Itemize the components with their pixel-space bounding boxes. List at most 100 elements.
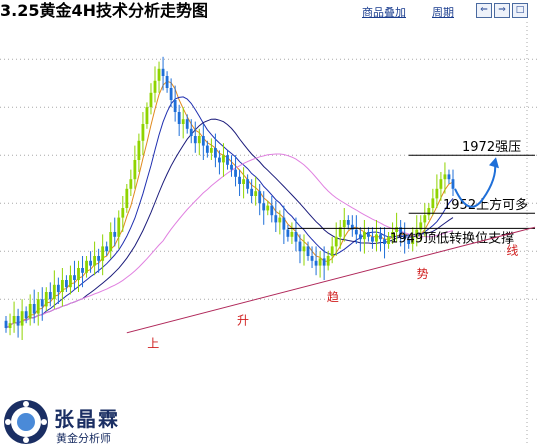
candle-body [36, 299, 40, 314]
candle-body [48, 292, 52, 300]
candle-body [81, 268, 84, 273]
trendline-label-char: 上 [147, 337, 159, 351]
candle-body [24, 311, 28, 319]
chart-grid [0, 22, 539, 446]
candle-body [169, 88, 173, 100]
candle-body [4, 320, 8, 328]
arrow-right-icon[interactable]: ⇒ [494, 3, 510, 18]
candle-body [415, 229, 419, 237]
brand-subtitle: 黄金分析师 [56, 432, 111, 445]
candle-body [290, 232, 294, 237]
candle-body [93, 256, 97, 266]
candle-body [213, 148, 217, 158]
candle-body [354, 229, 358, 235]
candle-body [318, 258, 322, 266]
candle-body [451, 179, 455, 189]
ma-line-MA-magenta [5, 153, 454, 329]
candle-body [16, 316, 20, 326]
candle-body [137, 140, 141, 160]
candle-body [85, 260, 88, 273]
candle-body [270, 205, 274, 216]
candle-body [367, 232, 370, 237]
candle-body [97, 256, 101, 261]
candle-body [286, 229, 290, 237]
box-icon[interactable]: □ [512, 3, 528, 18]
candle-body [258, 191, 262, 204]
candle-body [77, 268, 80, 280]
candle-body [177, 112, 181, 124]
candle-body [427, 208, 431, 216]
candle-body [157, 68, 161, 81]
candle-body [330, 246, 334, 256]
candle-body [173, 100, 177, 112]
candle-body [226, 155, 229, 165]
candle-body [165, 76, 169, 88]
chart-title: 3.25黄金4H技术分析走势图 [0, 1, 209, 20]
candle-body [250, 188, 254, 196]
candle-body [371, 236, 374, 242]
candle-body [443, 174, 447, 180]
candle-body [12, 316, 16, 324]
candle-body [65, 280, 68, 288]
candle-body [201, 136, 205, 146]
candle-body [189, 128, 193, 136]
candle-body [149, 92, 153, 108]
candle-body [69, 275, 72, 288]
candle-body [407, 239, 411, 244]
candle-body [141, 124, 145, 141]
candle-body [109, 232, 113, 252]
candle-body [28, 304, 32, 319]
candle-body [411, 236, 415, 244]
candle-body [395, 227, 399, 232]
candle-body [302, 246, 306, 252]
trendline-label-char: 线 [506, 244, 518, 258]
candle-body [383, 239, 386, 244]
brand-logo-icon [4, 400, 48, 444]
candle-body [278, 217, 282, 223]
label-1972-resistance: 1972强压 [462, 140, 521, 155]
trendline-label-char: 升 [237, 313, 249, 327]
candle-body [306, 246, 310, 256]
ma-line-MA-navy [5, 118, 454, 329]
candle-body [322, 258, 326, 266]
candle-body [310, 256, 314, 261]
candle-body [294, 232, 298, 242]
period-link[interactable]: 周期 [432, 6, 454, 19]
candle-body [105, 246, 109, 252]
label-1949-support: 1949顶低转换位支撑 [390, 231, 514, 246]
candle-body [431, 198, 435, 208]
candle-body [266, 205, 270, 211]
candle-body [32, 304, 36, 314]
candle-body [145, 107, 149, 124]
candle-body [391, 232, 394, 237]
uptrend-line [126, 226, 536, 334]
candle-body [342, 220, 346, 228]
brand-name: 张晶霖 [54, 407, 120, 431]
candle-body [101, 246, 105, 261]
candle-body [362, 232, 366, 240]
candle-body [234, 169, 237, 177]
candle-body [423, 215, 427, 223]
candle-body [298, 241, 302, 252]
candle-body [375, 234, 378, 242]
candle-body [129, 179, 133, 189]
candle-body [387, 236, 390, 244]
candlesticks [4, 56, 455, 340]
trendline-label-char: 势 [417, 267, 429, 281]
moving-average-lines [5, 80, 454, 329]
candle-body [197, 136, 201, 144]
arrow-left-icon[interactable]: ⇐ [476, 3, 492, 18]
candle-body [73, 275, 76, 280]
nav-button-group: ⇐ ⇒ □ [476, 3, 528, 18]
candle-body [230, 164, 233, 170]
commodity-overlay-link[interactable]: 商品叠加 [362, 6, 406, 19]
candle-body [161, 68, 165, 76]
candle-body [242, 179, 246, 184]
ma-line-MA-blue [5, 96, 454, 329]
ma-line-MA-orange [5, 80, 454, 329]
candle-body [133, 160, 137, 180]
candle-body [350, 224, 354, 230]
candle-body [282, 217, 286, 230]
candle-body [346, 220, 350, 225]
